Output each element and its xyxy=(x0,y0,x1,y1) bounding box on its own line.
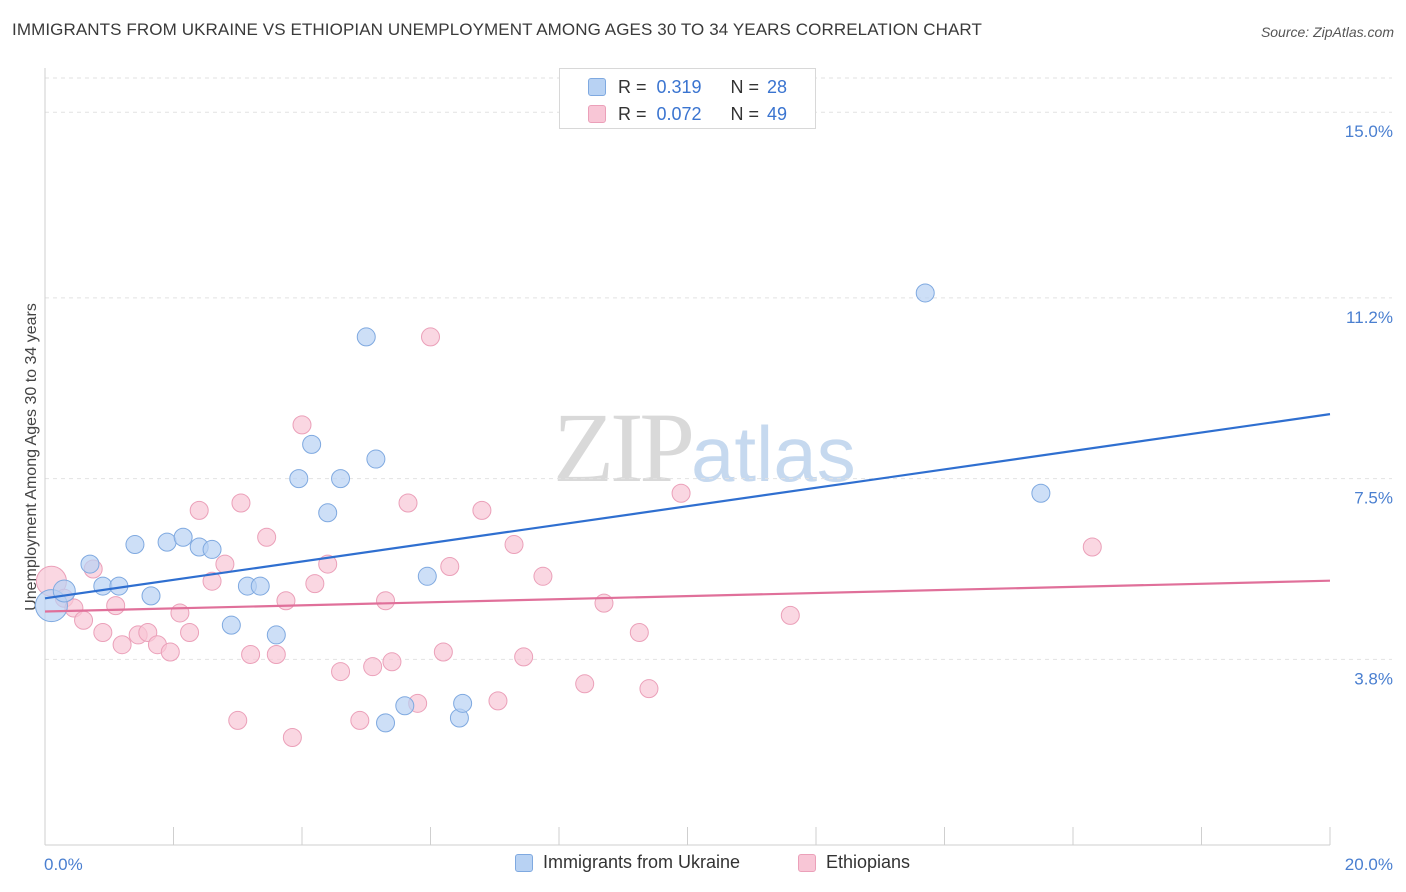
data-point-ethiopian xyxy=(440,557,460,577)
data-point-ukraine xyxy=(157,532,177,552)
legend-swatch-ethiopian xyxy=(588,105,606,123)
data-point-ethiopian xyxy=(472,500,492,520)
data-point-ethiopian xyxy=(305,574,325,594)
data-point-ukraine xyxy=(331,469,351,489)
watermark-zip: ZIP xyxy=(553,392,695,503)
series-legend-ethiopian[interactable]: Ethiopians xyxy=(798,852,910,873)
legend-n-label: N = xyxy=(730,103,760,124)
data-point-ukraine xyxy=(173,527,193,547)
watermark: ZIPatlas xyxy=(553,398,856,498)
data-point-ethiopian xyxy=(215,554,235,574)
data-point-ethiopian xyxy=(350,710,370,730)
chart-title: IMMIGRANTS FROM UKRAINE VS ETHIOPIAN UNE… xyxy=(12,20,982,39)
series-label-ethiopian: Ethiopians xyxy=(826,852,911,872)
data-point-ukraine xyxy=(202,539,222,559)
data-point-ethiopian xyxy=(639,679,659,699)
watermark-atlas: atlas xyxy=(691,410,856,498)
data-point-ethiopian xyxy=(74,610,94,630)
legend-n-label: N = xyxy=(730,76,760,97)
data-point-ukraine xyxy=(366,449,386,469)
legend-r-value-ukraine: 0.319 xyxy=(656,76,702,97)
data-point-ethiopian xyxy=(780,605,800,625)
data-point-ethiopian xyxy=(514,647,534,667)
data-point-ethiopian xyxy=(1082,537,1102,557)
data-point-ukraine xyxy=(289,469,309,489)
y-tick-label: 11.2% xyxy=(1346,308,1393,327)
series-legend-ukraine[interactable]: Immigrants from Ukraine xyxy=(515,852,740,873)
series-swatch-ukraine xyxy=(515,853,533,872)
y-tick-label: 3.8% xyxy=(1354,669,1393,688)
data-point-ethiopian xyxy=(180,622,200,642)
data-point-ethiopian xyxy=(331,662,351,682)
data-point-ethiopian xyxy=(170,603,190,623)
data-point-ukraine xyxy=(125,535,145,555)
data-point-ethiopian xyxy=(504,535,524,555)
data-point-ethiopian xyxy=(282,728,302,748)
data-point-ethiopian xyxy=(276,591,296,611)
data-point-ukraine xyxy=(1031,483,1051,503)
data-point-ethiopian xyxy=(106,596,126,616)
data-point-ukraine xyxy=(356,327,376,347)
trend-line-ukraine xyxy=(44,413,1331,600)
data-point-ethiopian xyxy=(533,566,553,586)
data-point-ukraine xyxy=(141,586,161,606)
y-tick-label: 15.0% xyxy=(1345,122,1393,141)
series-label-ukraine: Immigrants from Ukraine xyxy=(543,852,741,872)
data-point-ukraine xyxy=(417,566,437,586)
data-point-ethiopian xyxy=(382,652,402,672)
legend-swatch-ukraine xyxy=(588,78,606,96)
data-point-ethiopian xyxy=(398,493,418,513)
data-point-ukraine xyxy=(318,503,338,523)
y-axis-title: Unemployment Among Ages 30 to 34 years xyxy=(23,303,40,611)
legend-r-label: R = xyxy=(618,76,647,97)
data-point-ukraine xyxy=(52,579,76,603)
source-label: Source: ZipAtlas.com xyxy=(1260,24,1394,40)
data-point-ethiopian xyxy=(160,642,180,662)
data-point-ethiopian xyxy=(433,642,453,662)
legend-r-value-ethiopian: 0.072 xyxy=(656,103,702,124)
series-legend: Immigrants from Ukraine Ethiopians xyxy=(0,852,1406,876)
data-point-ukraine xyxy=(266,625,286,645)
x-tick-label-end: 20.0% xyxy=(1345,855,1393,874)
data-point-ethiopian xyxy=(202,571,222,591)
data-point-ethiopian xyxy=(189,500,209,520)
data-point-ethiopian xyxy=(266,644,286,664)
data-point-ethiopian xyxy=(575,674,595,694)
data-point-ukraine xyxy=(250,576,270,596)
data-point-ethiopian xyxy=(421,327,440,347)
series-swatch-ethiopian xyxy=(798,853,816,872)
data-point-ethiopian xyxy=(318,554,338,574)
data-point-ethiopian xyxy=(93,622,113,642)
legend-r-label: R = xyxy=(618,103,647,124)
data-point-ukraine xyxy=(221,615,241,635)
trend-line-ethiopian xyxy=(44,579,1331,613)
data-point-ethiopian xyxy=(231,493,251,513)
data-point-ethiopian xyxy=(257,527,277,547)
data-point-ukraine xyxy=(376,713,396,733)
data-point-ukraine xyxy=(395,696,415,716)
legend-n-value-ethiopian: 49 xyxy=(767,103,788,124)
y-tick-label: 7.5% xyxy=(1354,489,1393,508)
data-point-ukraine xyxy=(915,283,935,303)
data-point-ethiopian xyxy=(376,591,396,611)
legend-row-ethiopian: R = 0.072 N = 49 xyxy=(618,102,787,126)
data-point-ethiopian xyxy=(241,644,261,664)
legend-row-ukraine: R = 0.319 N = 28 xyxy=(618,75,787,99)
data-point-ukraine xyxy=(302,434,322,454)
data-point-ethiopian xyxy=(363,657,383,677)
data-point-ukraine xyxy=(93,576,113,596)
data-point-ethiopian xyxy=(488,691,508,711)
data-point-ethiopian xyxy=(629,622,649,642)
data-point-ethiopian xyxy=(292,415,312,435)
x-tick-label-start: 0.0% xyxy=(44,855,83,874)
data-point-ukraine xyxy=(80,554,100,574)
stats-legend: R = 0.319 N = 28 R = 0.072 N = 49 xyxy=(559,68,816,129)
data-point-ukraine xyxy=(453,693,473,713)
data-point-ethiopian xyxy=(112,635,132,655)
data-point-ethiopian xyxy=(228,710,248,730)
data-point-ethiopian xyxy=(671,483,691,503)
legend-n-value-ukraine: 28 xyxy=(767,76,788,97)
